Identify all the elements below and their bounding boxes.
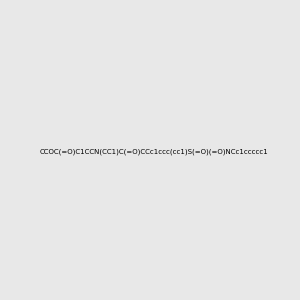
Text: CCOC(=O)C1CCN(CC1)C(=O)CCc1ccc(cc1)S(=O)(=O)NCc1ccccc1: CCOC(=O)C1CCN(CC1)C(=O)CCc1ccc(cc1)S(=O)… — [39, 148, 268, 155]
